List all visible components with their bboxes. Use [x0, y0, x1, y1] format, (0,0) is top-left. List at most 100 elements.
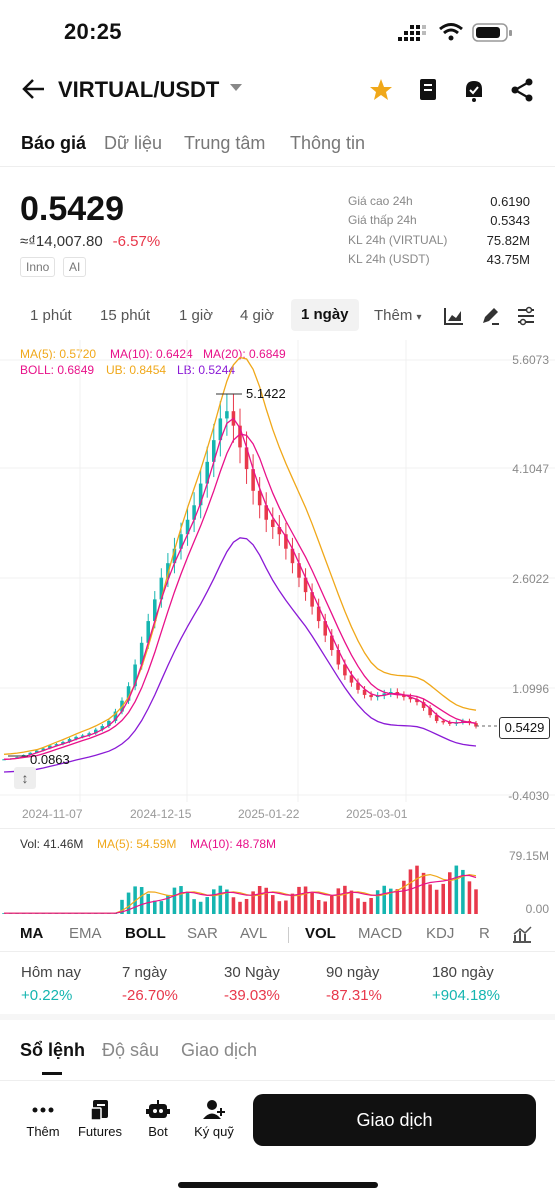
volume-bar: [120, 899, 124, 914]
fiat-price: ≈₫14,007.80: [20, 233, 103, 250]
boll-lower-line: [3, 537, 477, 773]
candle: [310, 592, 314, 607]
candle: [218, 418, 223, 441]
interval-1m[interactable]: 1 phút: [30, 307, 72, 324]
reset-zoom-icon[interactable]: ↕: [14, 767, 36, 789]
volume-bar: [421, 872, 426, 914]
alert-bell-icon[interactable]: [462, 78, 486, 102]
nav-margin[interactable]: Ký quỹ: [190, 1096, 238, 1139]
indicator-settings-icon[interactable]: [512, 925, 532, 943]
y-axis-1: 5.6073: [512, 353, 549, 367]
ind-avl[interactable]: AVL: [240, 925, 268, 942]
share-icon[interactable]: [510, 78, 534, 102]
candle: [100, 726, 105, 730]
main-tabs: Báo giá Dữ liệu Trung tâm Thông tin: [0, 133, 555, 167]
active-tab-indicator: [42, 1072, 62, 1075]
nav-futures[interactable]: Futures: [74, 1096, 126, 1139]
ind-ema[interactable]: EMA: [69, 925, 102, 942]
volume-bar: [388, 888, 393, 914]
candle: [80, 735, 85, 737]
tab-quote[interactable]: Báo giá: [21, 133, 87, 153]
volume-bar: [316, 899, 321, 914]
tab-info[interactable]: Thông tin: [290, 133, 366, 153]
favorite-star-icon[interactable]: [369, 78, 393, 102]
volume-bar: [461, 869, 465, 914]
chart-type-icon[interactable]: [444, 307, 464, 325]
perf-7d: 7 ngày -26.70%: [122, 964, 178, 1004]
margin-icon: [203, 1100, 225, 1119]
nav-bot[interactable]: Bot: [138, 1096, 178, 1139]
tab-trades[interactable]: Giao dịch: [181, 1040, 258, 1060]
candle: [284, 534, 288, 549]
interval-more[interactable]: Thêm ▾: [374, 307, 422, 324]
candle: [113, 711, 118, 721]
interval-15m[interactable]: 15 phút: [100, 307, 151, 324]
y-axis-3: 2.6022: [512, 572, 549, 586]
volume-bar: [139, 887, 144, 914]
volume-bar: [454, 865, 459, 914]
stat-vol-value: 75.82M: [486, 233, 530, 248]
stat-low-label: Giá thấp 24h: [348, 213, 417, 227]
interval-4h[interactable]: 4 giờ: [240, 307, 275, 324]
back-arrow-icon[interactable]: [22, 78, 46, 100]
volume-bar: [251, 891, 255, 914]
perf-90d: 90 ngày -87.31%: [326, 964, 382, 1004]
vol-axis-bottom: 0.00: [525, 902, 549, 916]
tab-center[interactable]: Trung tâm: [184, 133, 266, 153]
price-chart[interactable]: 5.1422 0.0863: [0, 340, 555, 810]
volume-bar: [257, 885, 262, 914]
ind-vol[interactable]: VOL: [305, 925, 336, 942]
perf-7d-value: -26.70%: [122, 987, 178, 1004]
interval-1d[interactable]: 1 ngày: [291, 299, 359, 331]
ind-kdj[interactable]: KDJ: [426, 925, 455, 942]
ind-ma[interactable]: MA: [20, 925, 44, 942]
ind-macd[interactable]: MACD: [358, 925, 403, 942]
volume-bar: [441, 883, 446, 914]
top-bar: [0, 66, 555, 116]
candle: [225, 411, 229, 419]
pair-dropdown-icon[interactable]: [230, 84, 242, 92]
section-divider: [0, 1014, 555, 1020]
volume-bar: [434, 889, 439, 914]
tab-orderbook[interactable]: Sổ lệnh: [20, 1040, 86, 1060]
interval-more-label: Thêm: [374, 307, 413, 324]
volume-bar: [310, 892, 314, 914]
candle: [185, 519, 190, 535]
draw-tool-icon[interactable]: [480, 306, 500, 326]
candle: [388, 692, 393, 694]
volume-bar: [467, 881, 472, 914]
candle: [369, 694, 373, 698]
candle: [159, 577, 164, 600]
pair-title[interactable]: VIRTUAL/USDT: [58, 77, 220, 102]
chart-settings-icon[interactable]: [516, 306, 536, 326]
interval-bar: 1 phút 15 phút 1 giờ 4 giờ 1 ngày Thêm ▾: [0, 299, 555, 333]
home-indicator: [178, 1182, 378, 1188]
tag-inno[interactable]: Inno: [20, 257, 56, 277]
tab-depth[interactable]: Độ sâu: [102, 1040, 160, 1060]
candle: [211, 440, 216, 462]
candle: [303, 577, 308, 593]
interval-1h[interactable]: 1 giờ: [179, 307, 214, 324]
volume-bar: [329, 895, 334, 914]
status-bar: 20:25: [0, 0, 555, 64]
candles-group: [2, 393, 478, 761]
tag-ai[interactable]: AI: [63, 257, 87, 277]
perf-today-value: +0.22%: [21, 987, 73, 1004]
volume-bar: [231, 897, 236, 914]
ind-r[interactable]: R: [479, 925, 490, 942]
legend-boll: BOLL: 0.6849: [20, 363, 95, 377]
tab-data[interactable]: Dữ liệu: [104, 133, 163, 153]
ind-sar[interactable]: SAR: [187, 925, 218, 942]
nav-more[interactable]: Thêm: [20, 1096, 66, 1139]
volume-bar: [395, 889, 400, 914]
ind-boll[interactable]: BOLL: [125, 925, 166, 942]
candle: [264, 505, 269, 520]
ma10-line: [3, 417, 477, 760]
candle: [362, 689, 367, 695]
nav-bot-label: Bot: [148, 1124, 168, 1139]
trade-button[interactable]: Giao dịch: [253, 1094, 536, 1146]
divider: [0, 951, 555, 952]
notebook-icon[interactable]: [418, 78, 438, 102]
volume-bar: [349, 890, 354, 914]
candle: [87, 733, 92, 736]
